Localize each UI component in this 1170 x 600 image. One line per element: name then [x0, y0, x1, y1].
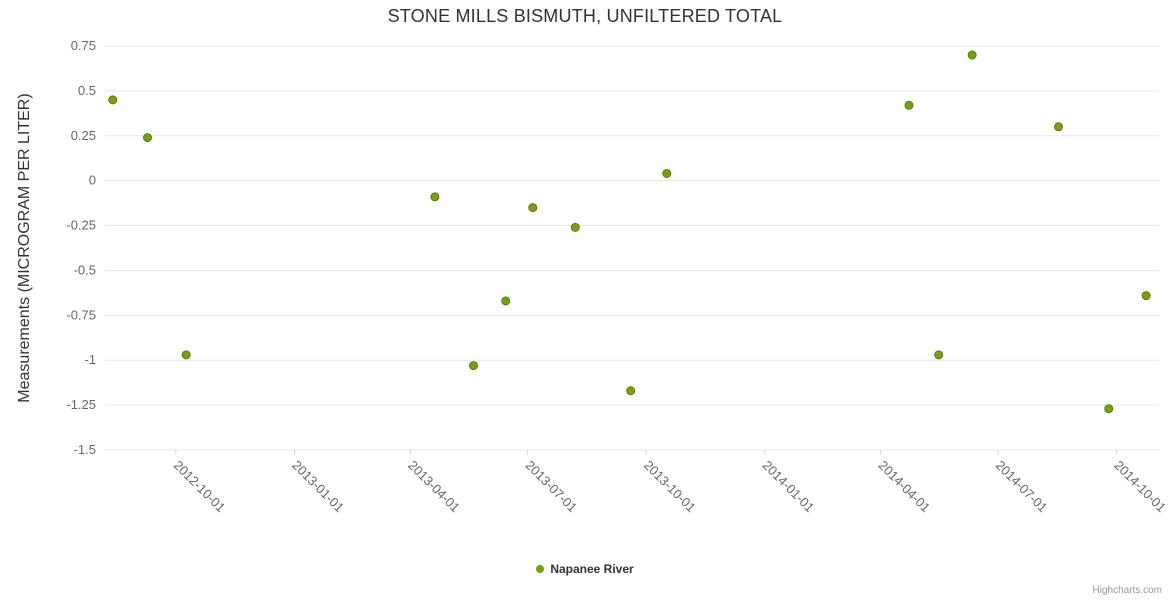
data-point[interactable]: [904, 100, 914, 110]
data-point[interactable]: [1104, 404, 1114, 414]
x-tick-label: 2013-01-01: [289, 458, 347, 516]
y-tick-label: 0.25: [71, 128, 96, 143]
x-tick-label: 2014-07-01: [993, 458, 1051, 516]
data-point[interactable]: [528, 203, 538, 213]
data-point[interactable]: [934, 350, 944, 360]
y-tick-label: -1: [84, 352, 96, 367]
x-tick-label: 2013-10-01: [641, 458, 699, 516]
data-point[interactable]: [108, 95, 118, 105]
y-tick-label: 0.75: [71, 38, 96, 53]
y-tick-label: -1.5: [74, 442, 96, 457]
y-tick-label: 0: [89, 173, 96, 188]
y-tick-label: 0.5: [78, 83, 96, 98]
legend-item-napanee-river[interactable]: Napanee River: [0, 562, 1170, 576]
data-point[interactable]: [181, 350, 191, 360]
data-point[interactable]: [570, 222, 580, 232]
x-tick-label: 2013-07-01: [523, 458, 581, 516]
legend-marker-icon: [536, 565, 545, 573]
data-point[interactable]: [501, 296, 511, 306]
highcharts-credits-link[interactable]: Highcharts.com: [1092, 585, 1162, 596]
data-point[interactable]: [1141, 291, 1151, 301]
data-point[interactable]: [662, 168, 672, 178]
x-tick-label: 2014-04-01: [876, 458, 934, 516]
legend-label: Napanee River: [550, 562, 634, 576]
y-tick-label: -0.5: [74, 262, 96, 277]
data-point[interactable]: [143, 133, 153, 143]
data-point[interactable]: [469, 361, 479, 371]
x-tick-label: 2013-04-01: [405, 458, 463, 516]
x-tick-label: 2014-10-01: [1111, 458, 1169, 516]
data-point[interactable]: [430, 192, 440, 202]
y-tick-label: -0.25: [66, 218, 96, 233]
x-tick-label: 2012-10-01: [171, 458, 229, 516]
y-tick-label: -1.25: [66, 397, 96, 412]
data-point[interactable]: [1053, 122, 1063, 132]
y-tick-label: -0.75: [66, 307, 96, 322]
data-point[interactable]: [626, 386, 636, 396]
chart-title: STONE MILLS BISMUTH, UNFILTERED TOTAL: [387, 6, 783, 26]
x-tick-label: 2014-01-01: [760, 458, 818, 516]
data-point[interactable]: [967, 50, 977, 60]
